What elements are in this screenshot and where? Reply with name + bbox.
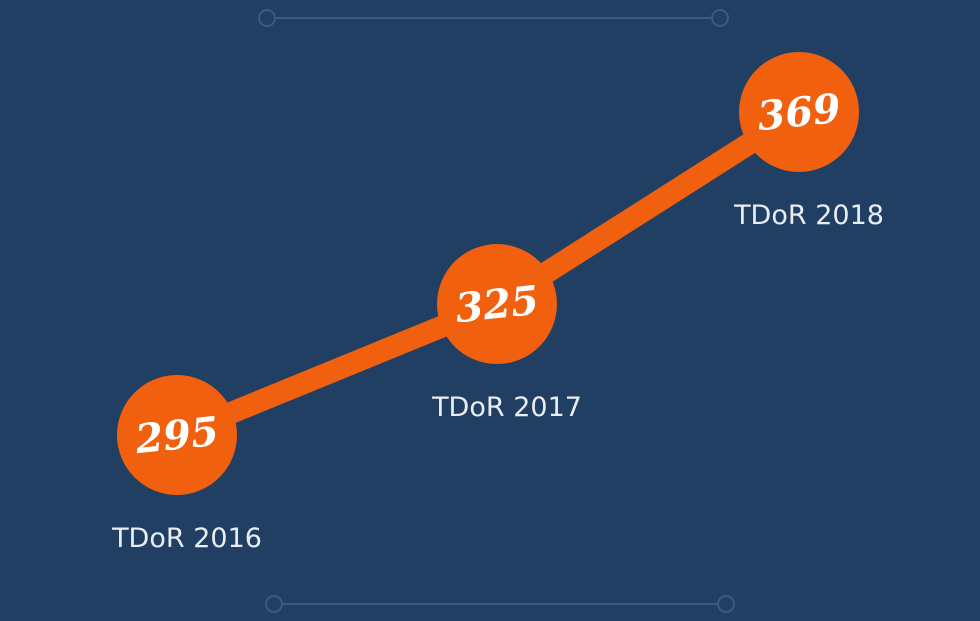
bottom-decoration-right-ring	[717, 595, 735, 613]
top-decoration	[258, 9, 729, 27]
bottom-decoration	[265, 595, 735, 613]
category-label: TDoR 2018	[733, 200, 884, 231]
data-point-marker	[437, 244, 557, 365]
data-point-tdor-2018: 369 TDoR 2018	[733, 52, 884, 231]
category-label: TDoR 2016	[111, 523, 262, 554]
data-point-marker	[117, 375, 237, 495]
bottom-decoration-left-ring	[265, 595, 283, 613]
data-point-tdor-2017: 325 TDoR 2017	[431, 244, 582, 423]
points-layer: 295 TDoR 2016 325 TDoR 2017 369 TDoR 2018	[111, 52, 884, 554]
data-value-label: 369	[755, 85, 843, 140]
top-decoration-left-ring	[258, 9, 276, 27]
data-point-tdor-2016: 295 TDoR 2016	[111, 375, 262, 554]
data-point-marker	[739, 52, 859, 172]
top-decoration-right-ring	[711, 9, 729, 27]
data-value-label: 325	[453, 277, 541, 332]
data-value-label: 295	[132, 408, 221, 464]
category-label: TDoR 2017	[431, 392, 582, 423]
